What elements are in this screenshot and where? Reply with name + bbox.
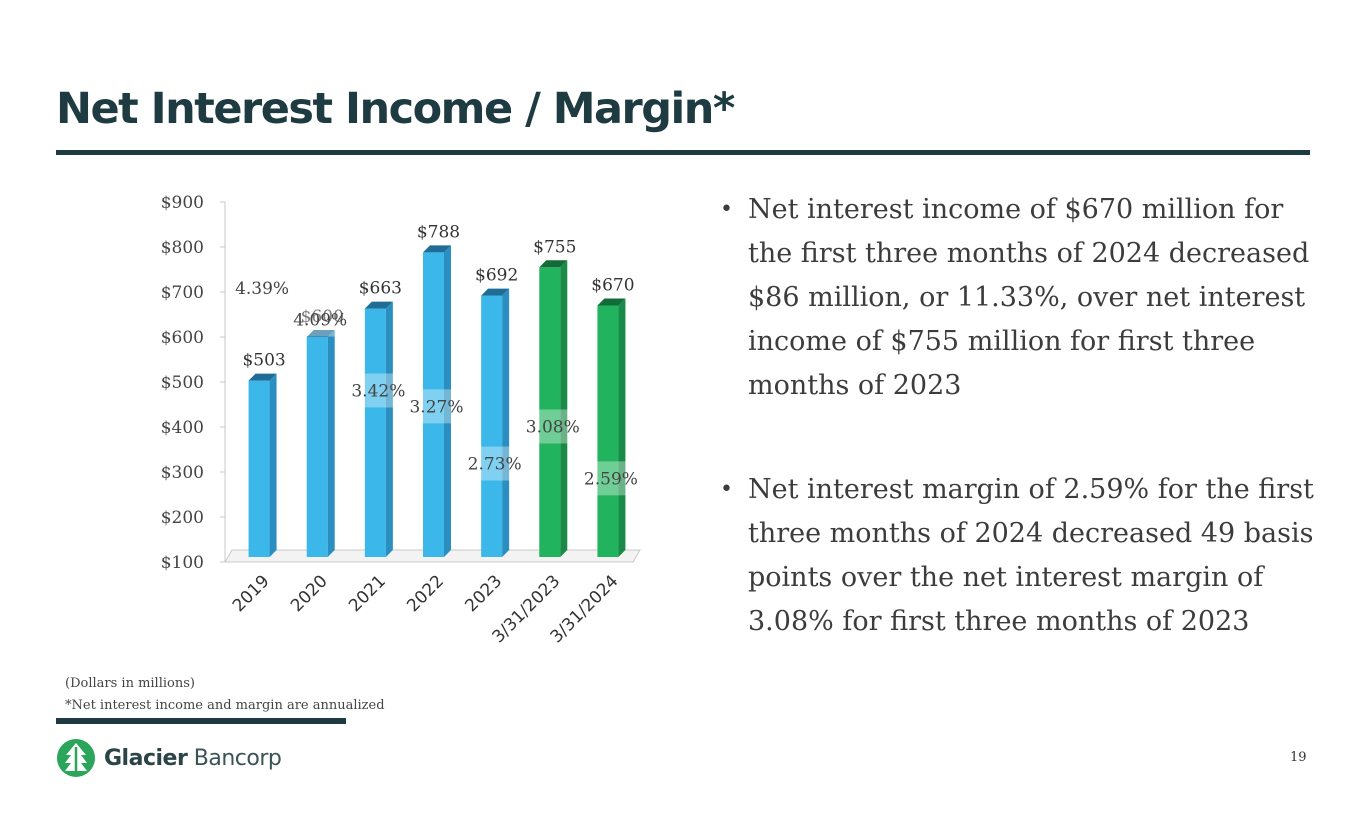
bar-side — [327, 330, 335, 557]
bar-value-label: $692 — [475, 266, 518, 286]
logo-wordmark-bold: Glacier — [104, 745, 188, 771]
bar-front — [306, 337, 328, 557]
margin-band — [292, 302, 342, 337]
margin-label: 2.59% — [584, 469, 638, 489]
margin-label: 3.27% — [409, 397, 463, 417]
y-tick-label: $500 — [161, 373, 204, 393]
glacier-logo-icon — [57, 739, 95, 777]
bar-side — [385, 301, 393, 557]
bar-top — [597, 298, 626, 306]
bar-top — [481, 288, 510, 296]
bar-value-label: $670 — [591, 276, 634, 296]
bar-front — [423, 252, 444, 557]
y-tick-label: $300 — [161, 463, 204, 483]
footnote-annualized: *Net interest income and margin are annu… — [65, 698, 385, 713]
logo-wordmark: Glacier Bancorp — [104, 745, 282, 771]
bar-side — [502, 288, 510, 557]
y-tick-label: $200 — [161, 508, 204, 528]
bar-side — [560, 260, 568, 557]
margin-band — [234, 270, 284, 305]
logo-wordmark-light: Bancorp — [187, 745, 282, 771]
category-label: 2019 — [229, 571, 274, 616]
bar-top — [248, 373, 277, 381]
footnote-dollars: (Dollars in millions) — [65, 676, 195, 691]
y-tick-label: $100 — [161, 553, 204, 573]
margin-label: 4.39% — [235, 279, 289, 299]
y-tick-label: $900 — [161, 193, 204, 213]
bar-front — [597, 305, 619, 557]
category-label: 2021 — [345, 571, 390, 616]
category-label: 2023 — [461, 571, 506, 616]
bar-top — [539, 260, 568, 268]
bullet-list: Net interest income of $670 million for … — [720, 188, 1320, 644]
category-label: 2022 — [403, 571, 448, 616]
company-logo: Glacier Bancorp — [56, 738, 282, 778]
bar-front — [539, 267, 561, 557]
margin-band — [350, 373, 400, 408]
y-tick-label: $800 — [161, 238, 204, 258]
bar-front — [364, 308, 386, 557]
bar-front — [248, 380, 270, 557]
y-tick-label: $400 — [161, 418, 204, 438]
footer-rule — [56, 718, 346, 724]
bar-side — [618, 298, 626, 557]
bar-value-label: $755 — [533, 237, 576, 257]
category-label: 2020 — [287, 571, 332, 616]
bullet-net-interest-margin: Net interest margin of 2.59% for the fir… — [720, 468, 1320, 644]
bar-value-label: $663 — [359, 279, 402, 299]
bar-side — [269, 373, 277, 557]
bar-value-label: $788 — [417, 222, 460, 242]
margin-band — [525, 409, 575, 444]
margin-label: 3.42% — [351, 381, 405, 401]
bar-value-label: $503 — [242, 351, 285, 371]
bar-top — [306, 330, 335, 337]
y-tick-label: $700 — [161, 283, 204, 303]
margin-band — [467, 446, 517, 481]
margin-label: 4.09% — [293, 311, 347, 331]
net-interest-income-chart: $100 $200 $300 $400 $500 $600 $700 $800 $900 $503… — [161, 193, 641, 647]
bar-value-label: $600 — [301, 307, 344, 327]
page-number: 19 — [1290, 750, 1307, 765]
margin-label: 3.08% — [526, 417, 580, 437]
bar-top — [364, 301, 393, 309]
title-rule — [56, 150, 1310, 155]
bullet-net-interest-income: Net interest income of $670 million for … — [720, 188, 1320, 408]
y-tick-label: $600 — [161, 328, 204, 348]
bar-top — [423, 245, 451, 253]
slide-title: Net Interest Income / Margin* — [56, 84, 735, 134]
margin-band — [409, 389, 458, 424]
bar-front — [481, 295, 503, 557]
margin-label: 2.73% — [468, 455, 522, 475]
bar-side — [444, 245, 451, 557]
margin-band — [583, 461, 633, 496]
